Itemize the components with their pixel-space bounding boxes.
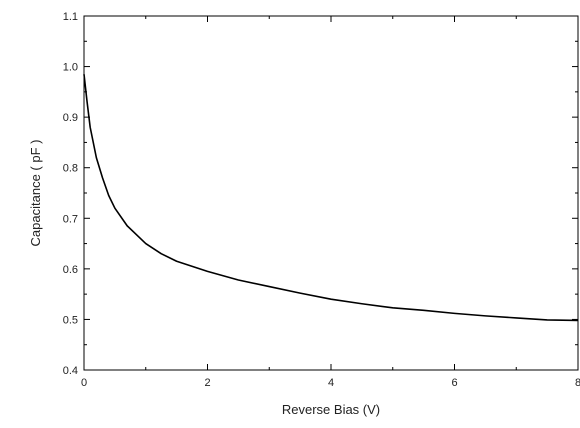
y-tick-label: 1.1 — [63, 11, 78, 23]
x-tick-label: 2 — [204, 377, 210, 389]
x-tick-label: 6 — [451, 377, 457, 389]
series-group — [83, 74, 579, 322]
y-tick-label: 0.4 — [63, 365, 78, 377]
y-ticks: 0.4 0.5 0.6 0.7 0.8 0.9 1.0 1.1 — [63, 11, 578, 377]
y-tick-label: 0.9 — [63, 112, 78, 124]
y-tick-label: 0.5 — [63, 314, 78, 326]
series-line — [83, 74, 579, 322]
x-ticks: 0 2 4 6 8 — [81, 16, 580, 389]
x-tick-label: 8 — [575, 377, 580, 389]
y-tick-label: 0.7 — [63, 213, 78, 225]
y-tick-label: 1.0 — [63, 62, 78, 74]
x-tick-label: 4 — [328, 377, 334, 389]
y-tick-label: 0.8 — [63, 163, 78, 175]
x-tick-label: 0 — [81, 377, 87, 389]
x-axis-title: Reverse Bias (V) — [282, 402, 380, 417]
plot-area: 0 2 4 6 8 0.4 0.5 0.6 0.7 0.8 0.9 1.0 1.1 — [63, 11, 580, 389]
y-axis-title: Capacitance ( pF ) — [28, 140, 43, 247]
y-tick-label: 0.6 — [63, 264, 78, 276]
